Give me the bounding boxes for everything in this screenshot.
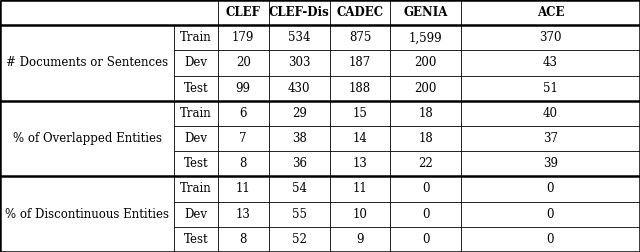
Text: 43: 43 — [543, 56, 558, 70]
Text: 370: 370 — [539, 31, 562, 44]
Text: Test: Test — [184, 82, 208, 95]
Text: 0: 0 — [547, 182, 554, 196]
Text: GENIA: GENIA — [403, 6, 448, 19]
Text: 0: 0 — [422, 182, 429, 196]
Text: 0: 0 — [547, 233, 554, 246]
Text: ACE: ACE — [537, 6, 564, 19]
Text: 20: 20 — [236, 56, 251, 70]
Text: % of Discontinuous Entities: % of Discontinuous Entities — [5, 208, 169, 221]
Text: 7: 7 — [239, 132, 247, 145]
Text: 55: 55 — [292, 208, 307, 221]
Text: 13: 13 — [353, 157, 367, 170]
Text: Train: Train — [180, 182, 212, 196]
Text: 534: 534 — [288, 31, 310, 44]
Text: 875: 875 — [349, 31, 371, 44]
Text: CLEF-Dis: CLEF-Dis — [269, 6, 330, 19]
Text: 0: 0 — [422, 208, 429, 221]
Text: 52: 52 — [292, 233, 307, 246]
Text: Test: Test — [184, 157, 208, 170]
Text: 1,599: 1,599 — [409, 31, 442, 44]
Text: 0: 0 — [547, 208, 554, 221]
Text: 14: 14 — [353, 132, 367, 145]
Text: 40: 40 — [543, 107, 558, 120]
Text: 22: 22 — [418, 157, 433, 170]
Text: Dev: Dev — [184, 208, 207, 221]
Text: 15: 15 — [353, 107, 367, 120]
Text: 188: 188 — [349, 82, 371, 95]
Text: 54: 54 — [292, 182, 307, 196]
Text: 51: 51 — [543, 82, 558, 95]
Text: 10: 10 — [353, 208, 367, 221]
Text: 8: 8 — [239, 157, 247, 170]
Text: 9: 9 — [356, 233, 364, 246]
Text: 303: 303 — [288, 56, 310, 70]
Text: CADEC: CADEC — [337, 6, 383, 19]
Text: Train: Train — [180, 31, 212, 44]
Text: Dev: Dev — [184, 132, 207, 145]
Text: 6: 6 — [239, 107, 247, 120]
Text: 18: 18 — [418, 107, 433, 120]
Text: 200: 200 — [415, 56, 436, 70]
Text: 99: 99 — [236, 82, 251, 95]
Text: 29: 29 — [292, 107, 307, 120]
Text: 430: 430 — [288, 82, 310, 95]
Text: Train: Train — [180, 107, 212, 120]
Text: 179: 179 — [232, 31, 254, 44]
Text: 38: 38 — [292, 132, 307, 145]
Text: CLEF: CLEF — [226, 6, 260, 19]
Text: 200: 200 — [415, 82, 436, 95]
Text: # Documents or Sentences: # Documents or Sentences — [6, 56, 168, 70]
Text: 37: 37 — [543, 132, 558, 145]
Text: Test: Test — [184, 233, 208, 246]
Text: 11: 11 — [353, 182, 367, 196]
Text: 18: 18 — [418, 132, 433, 145]
Text: 8: 8 — [239, 233, 247, 246]
Text: 11: 11 — [236, 182, 251, 196]
Text: 13: 13 — [236, 208, 251, 221]
Text: Dev: Dev — [184, 56, 207, 70]
Text: 39: 39 — [543, 157, 558, 170]
Text: 36: 36 — [292, 157, 307, 170]
Text: % of Overlapped Entities: % of Overlapped Entities — [13, 132, 161, 145]
Text: 187: 187 — [349, 56, 371, 70]
Text: 0: 0 — [422, 233, 429, 246]
